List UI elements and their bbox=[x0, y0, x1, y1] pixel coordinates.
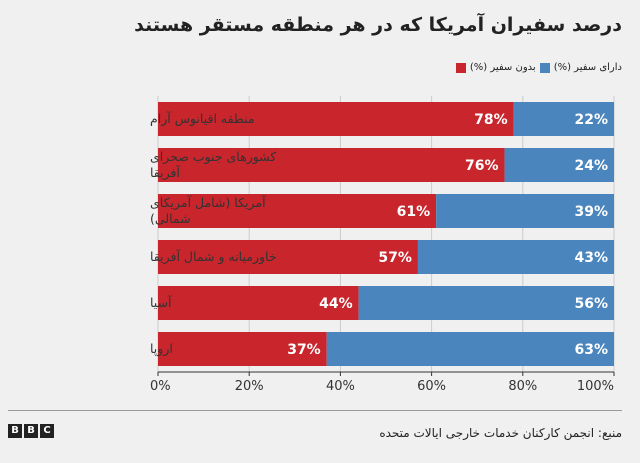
data-label: 43% bbox=[574, 250, 608, 266]
bbc-logo-block: B bbox=[8, 424, 22, 438]
legend-swatch-no-ambassador bbox=[455, 62, 466, 73]
data-label: 78% bbox=[474, 112, 508, 128]
bbc-logo-block: C bbox=[40, 424, 54, 438]
category-label: آسیا bbox=[150, 295, 172, 310]
x-tick-label: 80% bbox=[508, 379, 537, 394]
bar-segment-with-ambassador bbox=[417, 240, 614, 274]
legend-label-no-ambassador: بدون سفیر (%) bbox=[469, 62, 536, 73]
bar-segment-no-ambassador bbox=[158, 332, 327, 366]
category-label: آمریکا (شامل آمریکای bbox=[150, 195, 266, 211]
legend-label-with-ambassador: دارای سفیر (%) bbox=[553, 62, 622, 73]
data-label: 76% bbox=[465, 158, 499, 174]
x-tick-label: 40% bbox=[326, 379, 355, 394]
bar-segment-with-ambassador bbox=[504, 148, 614, 182]
data-label: 39% bbox=[574, 204, 608, 220]
category-label: خاورمیانه و شمال آفریقا bbox=[150, 249, 277, 265]
x-tick-label: 60% bbox=[417, 379, 446, 394]
category-label: اروپا bbox=[150, 341, 173, 357]
category-label: کشورهای جنوب صحرای bbox=[150, 149, 276, 165]
bbc-logo-block: B bbox=[24, 424, 38, 438]
data-label: 44% bbox=[319, 296, 353, 312]
chart-title: درصد سفیران آمریکا که در هر منطقه مستقر … bbox=[134, 14, 622, 36]
stacked-bar-chart: 78% 22% منطقه اقیانوس آرام 76% 24% کشورهای جن… bbox=[150, 96, 615, 394]
bar-segment-with-ambassador bbox=[513, 102, 614, 136]
data-label: 56% bbox=[574, 296, 608, 312]
data-label: 37% bbox=[287, 342, 321, 358]
source-note: منبع: انجمن کارکنان خدمات خارجی ایالات م… bbox=[379, 426, 622, 440]
x-tick-label: 20% bbox=[235, 379, 264, 394]
category-label: منطقه اقیانوس آرام bbox=[150, 111, 255, 127]
bar-segment-no-ambassador bbox=[158, 240, 418, 274]
data-label: 57% bbox=[378, 250, 412, 266]
bbc-logo: B B C bbox=[8, 424, 54, 438]
bar-segment-no-ambassador bbox=[158, 148, 505, 182]
chart-legend: بدون سفیر (%) دارای سفیر (%) bbox=[455, 62, 622, 73]
legend-swatch-with-ambassador bbox=[539, 62, 550, 73]
data-label: 22% bbox=[574, 112, 608, 128]
data-label: 61% bbox=[397, 204, 431, 220]
x-tick-label: 100% bbox=[577, 379, 614, 394]
bar-segment-no-ambassador bbox=[158, 102, 514, 136]
bar-segment-with-ambassador bbox=[326, 332, 614, 366]
x-tick-label: 0% bbox=[150, 379, 171, 394]
bar-segment-with-ambassador bbox=[358, 286, 614, 320]
category-label: آفریقا bbox=[150, 165, 180, 181]
data-label: 63% bbox=[574, 342, 608, 358]
bar-segment-no-ambassador bbox=[158, 286, 359, 320]
category-label: شمالی) bbox=[150, 211, 191, 226]
bar-segment-no-ambassador bbox=[158, 194, 437, 228]
footer-divider bbox=[8, 410, 622, 411]
bar-segment-with-ambassador bbox=[436, 194, 614, 228]
legend-item-no-ambassador: بدون سفیر (%) bbox=[455, 62, 536, 73]
data-label: 24% bbox=[574, 158, 608, 174]
legend-item-with-ambassador: دارای سفیر (%) bbox=[539, 62, 622, 73]
